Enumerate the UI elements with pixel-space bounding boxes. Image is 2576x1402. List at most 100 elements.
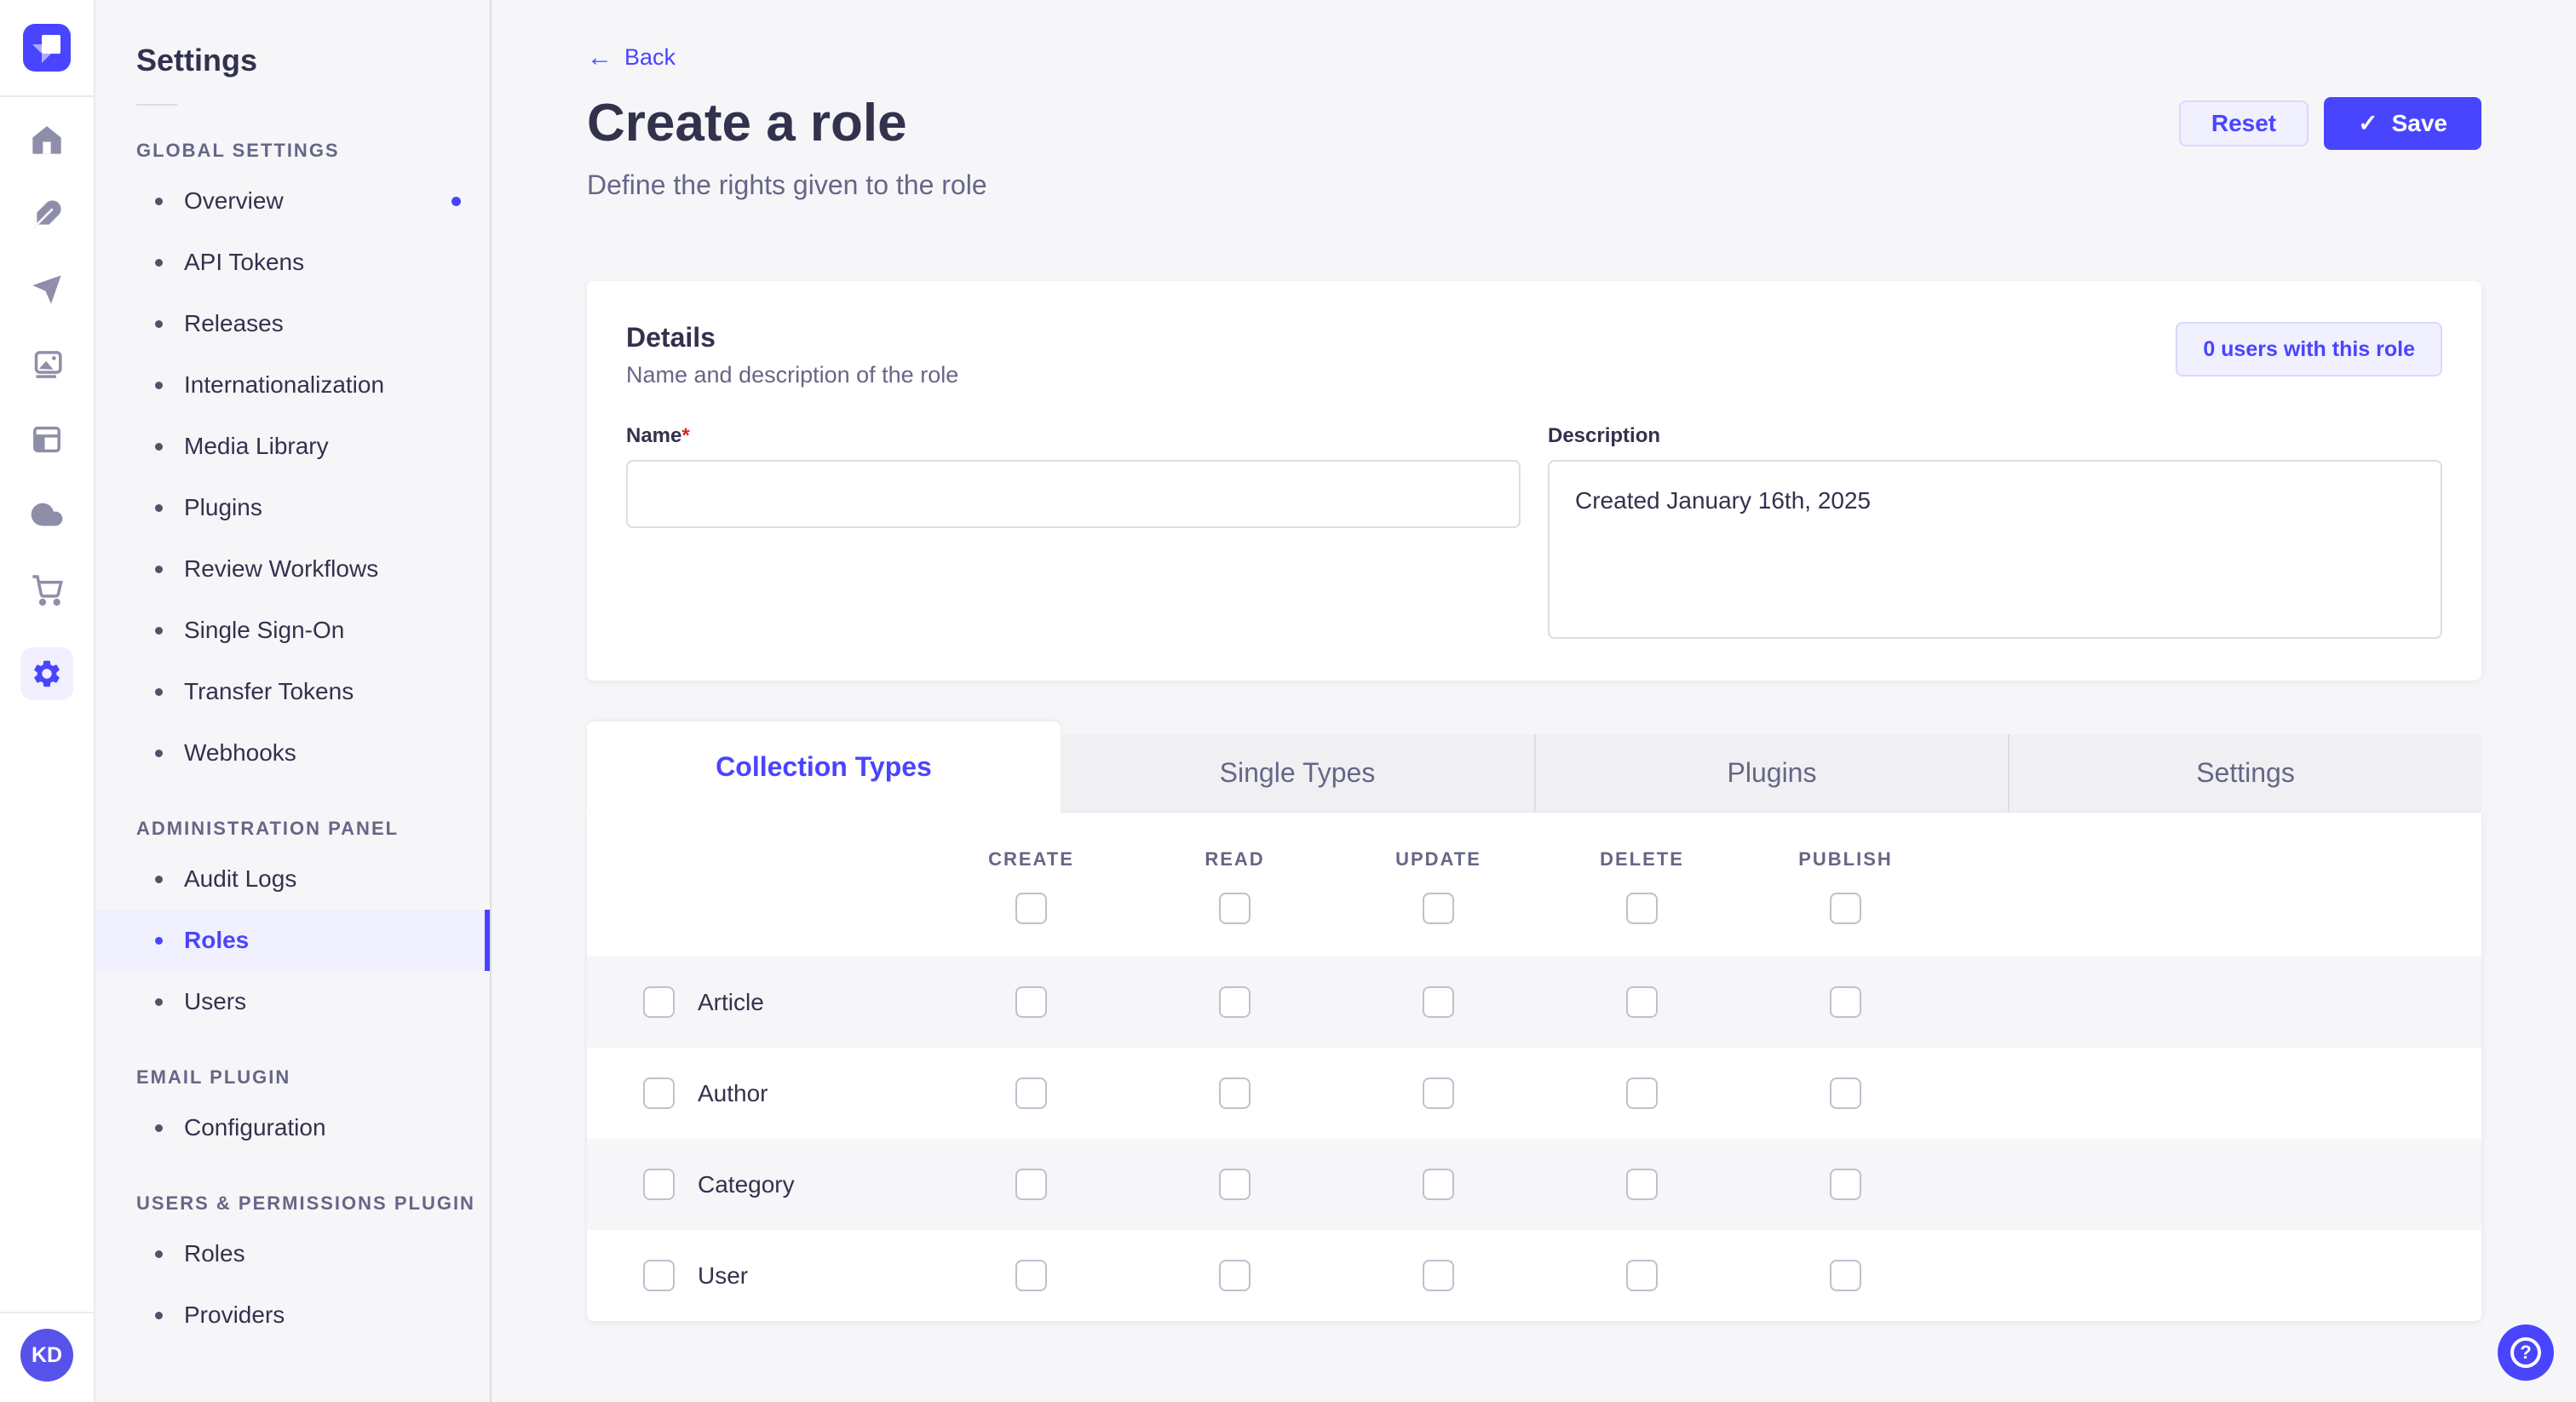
row-checkbox-category[interactable] — [643, 1169, 675, 1200]
layout-icon[interactable] — [30, 422, 64, 457]
sidebar-section-header: EMAIL PLUGIN — [136, 1066, 291, 1088]
checkbox-user-read[interactable] — [1219, 1260, 1251, 1291]
tab-settings[interactable]: Settings — [2008, 734, 2481, 813]
strapi-logo-icon[interactable] — [23, 24, 71, 72]
details-title: Details — [626, 322, 716, 353]
bullet-icon — [155, 1123, 163, 1132]
checkbox-user-update[interactable] — [1423, 1260, 1454, 1291]
user-avatar[interactable]: KD — [20, 1329, 73, 1382]
tab-collection-types[interactable]: Collection Types — [587, 721, 1061, 813]
help-button[interactable]: ? — [2498, 1324, 2554, 1381]
checkbox-author-read[interactable] — [1219, 1077, 1251, 1109]
sidebar-item-label: Audit Logs — [184, 865, 297, 892]
sidebar-item-internationalization[interactable]: Internationalization — [95, 354, 490, 416]
checkbox-category-update[interactable] — [1423, 1169, 1454, 1200]
images-icon[interactable] — [30, 348, 64, 382]
sidebar-sections: GLOBAL SETTINGS Overview API Tokens Release… — [95, 140, 490, 1346]
header-actions: Reset ✓ Save — [2178, 97, 2481, 150]
bullet-icon — [155, 687, 163, 696]
bullet-icon — [155, 197, 163, 205]
bullet-icon — [155, 565, 163, 573]
sidebar-item-overview[interactable]: Overview — [95, 170, 490, 232]
users-with-role-button[interactable]: 0 users with this role — [2176, 322, 2442, 376]
sidebar-section-header: GLOBAL SETTINGS — [136, 140, 340, 161]
select-all-checkbox-update[interactable] — [1423, 893, 1454, 924]
cart-icon[interactable] — [30, 572, 64, 606]
table-row-author: Author — [587, 1048, 2481, 1139]
permission-cell — [1337, 1077, 1540, 1109]
tab-single-types[interactable]: Single Types — [1061, 734, 1534, 813]
main-content: ← Back Create a role Reset ✓ Save Define… — [492, 0, 2576, 1402]
feather-icon[interactable] — [30, 198, 64, 232]
permission-cell — [929, 1169, 1133, 1200]
reset-button[interactable]: Reset — [2178, 101, 2309, 147]
settings-gear-icon[interactable] — [20, 647, 73, 700]
details-card: Details Name and description of the role… — [587, 281, 2481, 681]
checkbox-article-update[interactable] — [1423, 986, 1454, 1018]
select-all-cell — [1337, 893, 1540, 924]
checkbox-article-delete[interactable] — [1626, 986, 1658, 1018]
sidebar-item-providers[interactable]: Providers — [95, 1284, 490, 1346]
sidebar-item-webhooks[interactable]: Webhooks — [95, 722, 490, 784]
sidebar-item-label: Releases — [184, 310, 284, 336]
sidebar-item-label: Overview — [184, 187, 284, 214]
sidebar-item-roles[interactable]: Roles — [95, 910, 490, 971]
checkbox-author-update[interactable] — [1423, 1077, 1454, 1109]
back-link[interactable]: ← Back — [587, 43, 676, 72]
select-all-checkbox-create[interactable] — [1015, 893, 1047, 924]
icon-rail: KD — [0, 0, 95, 1402]
sidebar-item-single-sign-on[interactable]: Single Sign-On — [95, 600, 490, 661]
bullet-icon — [155, 749, 163, 757]
sidebar-item-label: Single Sign-On — [184, 617, 345, 643]
sidebar-item-users[interactable]: Users — [95, 971, 490, 1032]
description-field[interactable] — [1548, 460, 2442, 639]
permission-cell — [1744, 986, 1947, 1018]
row-label: Author — [698, 1079, 768, 1106]
sidebar-section-header: ADMINISTRATION PANEL — [136, 818, 400, 839]
home-icon[interactable] — [30, 123, 64, 157]
sidebar-item-media-library[interactable]: Media Library — [95, 416, 490, 477]
permission-cell — [1337, 1260, 1540, 1291]
sidebar-item-review-workflows[interactable]: Review Workflows — [95, 538, 490, 600]
send-icon[interactable] — [30, 273, 64, 307]
checkbox-author-create[interactable] — [1015, 1077, 1047, 1109]
sidebar-item-audit-logs[interactable]: Audit Logs — [95, 848, 490, 910]
select-all-checkbox-delete[interactable] — [1626, 893, 1658, 924]
sidebar-item-plugins[interactable]: Plugins — [95, 477, 490, 538]
name-field[interactable] — [626, 460, 1521, 528]
sidebar-item-transfer-tokens[interactable]: Transfer Tokens — [95, 661, 490, 722]
select-all-checkbox-read[interactable] — [1219, 893, 1251, 924]
checkbox-author-publish[interactable] — [1830, 1077, 1861, 1109]
bullet-icon — [155, 626, 163, 635]
checkbox-user-delete[interactable] — [1626, 1260, 1658, 1291]
checkbox-category-read[interactable] — [1219, 1169, 1251, 1200]
sidebar-item-configuration[interactable]: Configuration — [95, 1097, 490, 1158]
permission-cell — [1337, 986, 1540, 1018]
checkbox-author-delete[interactable] — [1626, 1077, 1658, 1109]
checkbox-category-delete[interactable] — [1626, 1169, 1658, 1200]
required-asterisk: * — [681, 424, 690, 447]
tab-plugins[interactable]: Plugins — [1534, 734, 2008, 813]
row-checkbox-article[interactable] — [643, 986, 675, 1018]
sidebar-item-releases[interactable]: Releases — [95, 293, 490, 354]
checkbox-article-create[interactable] — [1015, 986, 1047, 1018]
permission-cell — [929, 986, 1133, 1018]
sidebar-item-roles[interactable]: Roles — [95, 1223, 490, 1284]
bullet-icon — [155, 1311, 163, 1319]
cloud-icon[interactable] — [30, 497, 64, 531]
sidebar-item-api-tokens[interactable]: API Tokens — [95, 232, 490, 293]
bullet-icon — [155, 381, 163, 389]
checkbox-user-create[interactable] — [1015, 1260, 1047, 1291]
sidebar-item-label: API Tokens — [184, 249, 305, 275]
checkbox-article-publish[interactable] — [1830, 986, 1861, 1018]
row-label: User — [698, 1261, 749, 1289]
checkbox-category-publish[interactable] — [1830, 1169, 1861, 1200]
select-all-cell — [1133, 893, 1337, 924]
row-checkbox-author[interactable] — [643, 1077, 675, 1109]
checkbox-article-read[interactable] — [1219, 986, 1251, 1018]
checkbox-user-publish[interactable] — [1830, 1260, 1861, 1291]
row-checkbox-user[interactable] — [643, 1260, 675, 1291]
checkbox-category-create[interactable] — [1015, 1169, 1047, 1200]
select-all-checkbox-publish[interactable] — [1830, 893, 1861, 924]
save-button[interactable]: ✓ Save — [2324, 97, 2481, 150]
